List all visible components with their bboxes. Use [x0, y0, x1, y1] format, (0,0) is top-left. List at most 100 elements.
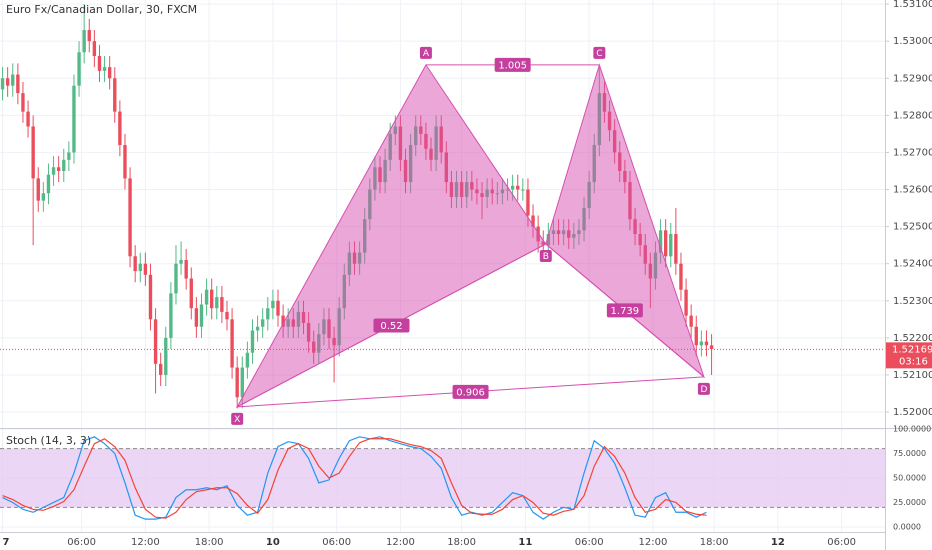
candle-body: [210, 289, 214, 309]
y-tick-label: 1.52900: [893, 73, 932, 84]
ratio-box: [606, 303, 643, 318]
candle-body: [250, 330, 255, 353]
point-label: B: [543, 252, 549, 262]
candle-body: [184, 259, 188, 279]
x-tick-label: 12:00: [638, 537, 667, 548]
y-tick-label: 1.53000: [893, 36, 932, 47]
candle-body: [516, 185, 520, 190]
ratio-label: 1.005: [498, 60, 527, 71]
candle-body: [199, 304, 204, 327]
y-tick-label: 0.0000: [893, 522, 921, 531]
candle-body: [128, 178, 132, 257]
candle-body: [46, 174, 51, 194]
y-tick-label: 1.52600: [893, 185, 932, 196]
candle-body: [694, 326, 698, 346]
candle-body: [709, 345, 714, 350]
candle-body: [271, 300, 275, 309]
candle-body: [266, 308, 270, 320]
x-tick-label: 06:00: [827, 537, 856, 548]
candle-body: [41, 193, 46, 201]
candle-body: [281, 315, 285, 327]
ratio-label: 0.906: [456, 387, 485, 398]
y-tick-label: 1.52200: [893, 333, 932, 344]
candle-body: [16, 74, 20, 94]
candle-body: [189, 278, 193, 309]
candle-body: [679, 263, 683, 290]
candle-body: [531, 215, 535, 227]
ratio-box: [494, 57, 531, 72]
y-tick-label: 25.0000: [893, 498, 926, 507]
chart-title: Euro Fx/Canadian Dollar, 30, FXCM: [6, 3, 197, 16]
candle-body: [225, 311, 229, 320]
candle-body: [663, 230, 668, 257]
last-price-box: [886, 342, 932, 369]
x-tick-label: 06:00: [67, 537, 96, 548]
y-tick-label: 50.0000: [893, 473, 926, 482]
candle-body: [118, 111, 122, 146]
candle-body: [255, 326, 260, 331]
y-tick-label: 1.52500: [893, 222, 932, 233]
stoch-label: Stoch (14, 3, 3): [6, 434, 91, 447]
y-tick-label: 1.52800: [893, 110, 932, 121]
candle-body: [67, 152, 71, 160]
x-tick-label: 7: [3, 537, 10, 548]
candle-body: [148, 274, 153, 320]
candle-body: [194, 308, 199, 327]
candle-body: [174, 263, 178, 294]
point-box: [539, 250, 552, 263]
candle-body: [674, 234, 678, 264]
y-tick-label: 1.52700: [893, 147, 932, 158]
candle-body: [92, 41, 97, 57]
candle-body: [62, 159, 66, 171]
candle-body: [107, 67, 112, 79]
x-tick-label: 10: [266, 537, 280, 548]
candle-body: [689, 315, 693, 327]
candle-body: [220, 297, 224, 312]
y-tick-label: 1.52000: [893, 407, 932, 418]
stoch-band: [0, 448, 885, 508]
x-tick-label: 18:00: [700, 537, 729, 548]
x-tick-label: 06:00: [575, 537, 604, 548]
candle-body: [669, 234, 673, 257]
stoch-band-fill: [0, 448, 885, 508]
x-tick-label: 18:00: [447, 537, 476, 548]
x-tick-label: 12: [771, 537, 785, 548]
candle-body: [235, 367, 239, 398]
candle-body: [261, 319, 265, 327]
candle-body: [21, 93, 25, 112]
x-tick-label: 06:00: [322, 537, 351, 548]
candle-body: [31, 126, 35, 179]
candle-body: [26, 111, 30, 127]
candle-body: [51, 167, 56, 175]
candle-body: [11, 74, 15, 86]
candle-body: [123, 145, 127, 179]
point-label: C: [596, 49, 602, 59]
point-box: [231, 412, 244, 425]
candle-body: [164, 337, 168, 375]
point-label: D: [700, 385, 707, 395]
candle-body: [77, 52, 81, 86]
candle-body: [97, 56, 102, 71]
candle-body: [0, 78, 5, 90]
candle-body: [82, 30, 86, 53]
candle-body: [158, 363, 163, 375]
candle-body: [204, 289, 209, 305]
y-tick-label: 75.0000: [893, 449, 926, 458]
candle-body: [56, 167, 61, 171]
countdown-label: 03:16: [899, 356, 928, 367]
y-tick-label: 1.52300: [893, 296, 932, 307]
point-label: A: [423, 49, 430, 59]
candle-body: [138, 263, 142, 272]
x-tick-label: 11: [518, 537, 532, 548]
candle-body: [102, 67, 107, 71]
candle-body: [230, 319, 234, 368]
x-tick-label: 12:00: [386, 537, 415, 548]
candle-body: [521, 189, 525, 191]
candle-body: [72, 85, 76, 153]
ratio-box: [452, 384, 489, 399]
candle-body: [133, 256, 137, 272]
candle-body: [215, 297, 219, 309]
candle-body: [684, 289, 688, 316]
